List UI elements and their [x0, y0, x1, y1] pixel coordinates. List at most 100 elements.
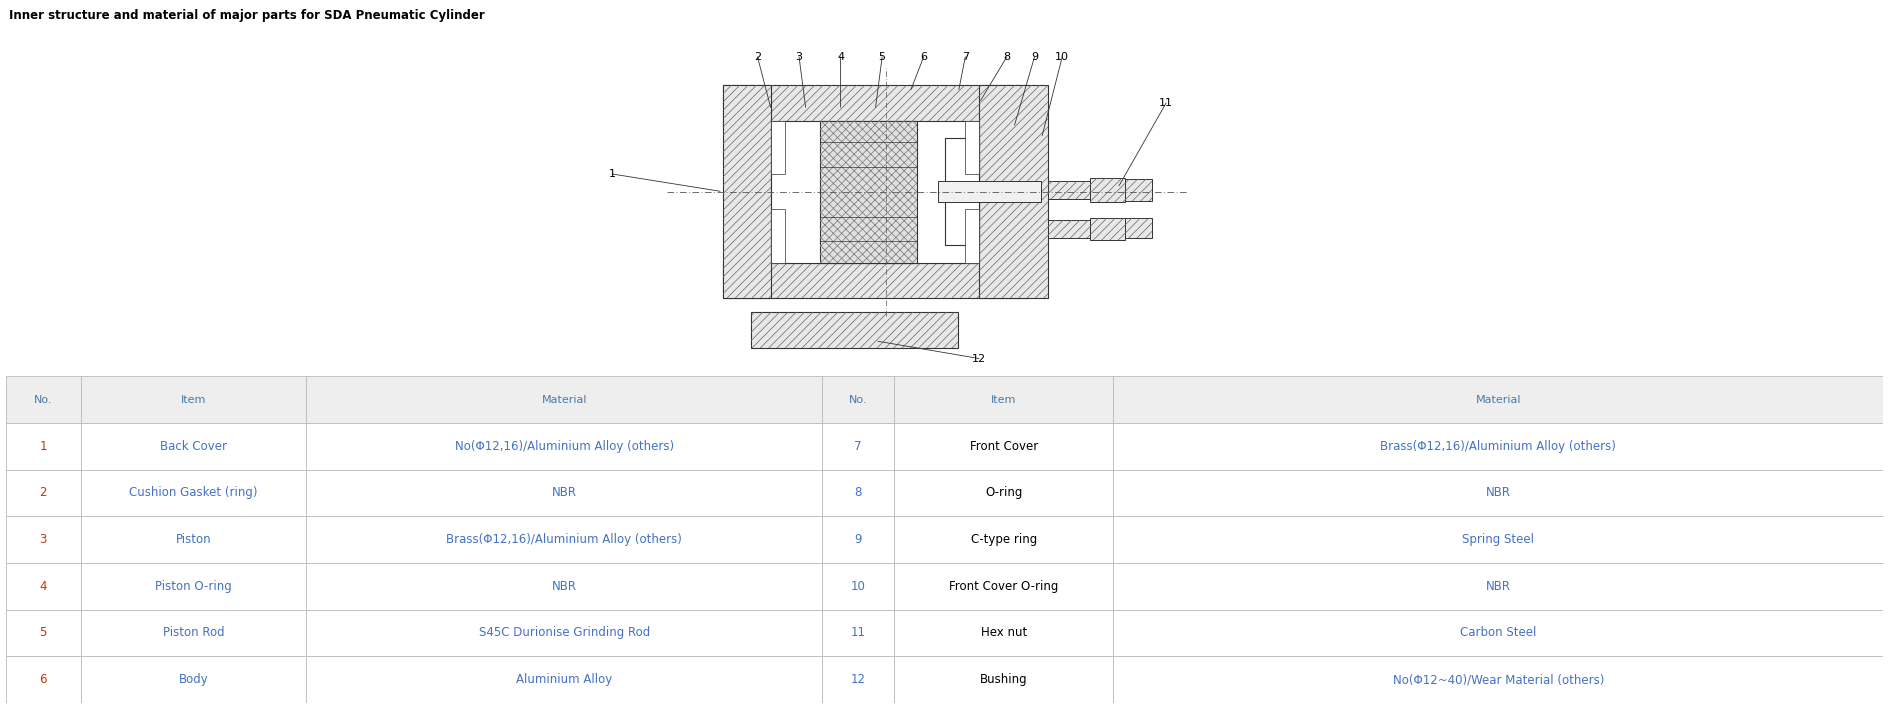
- Text: Bushing: Bushing: [980, 673, 1028, 686]
- Text: S45C Durionise Grinding Rod: S45C Durionise Grinding Rod: [478, 626, 650, 640]
- Bar: [1048, 220, 1090, 238]
- Bar: [937, 181, 1041, 202]
- Bar: [750, 312, 958, 348]
- Bar: [6, 423, 81, 469]
- Text: NBR: NBR: [552, 580, 576, 593]
- Bar: [81, 516, 306, 563]
- Text: 11: 11: [1160, 98, 1173, 108]
- Bar: [1124, 180, 1152, 200]
- Text: Spring Steel: Spring Steel: [1462, 533, 1534, 546]
- Bar: [306, 563, 822, 610]
- Text: Item: Item: [992, 395, 1016, 405]
- Bar: [1113, 656, 1883, 703]
- Bar: [822, 516, 893, 563]
- Bar: [306, 423, 822, 469]
- Text: 10: 10: [850, 580, 865, 593]
- Bar: [81, 469, 306, 516]
- Bar: [6, 469, 81, 516]
- Text: 6: 6: [40, 673, 47, 686]
- Bar: [1048, 181, 1090, 199]
- Text: 2: 2: [40, 486, 47, 499]
- Text: 9: 9: [854, 533, 861, 546]
- Text: No(Φ12~40)/Wear Material (others): No(Φ12~40)/Wear Material (others): [1392, 673, 1604, 686]
- Bar: [81, 610, 306, 656]
- Bar: [1124, 180, 1152, 200]
- Bar: [6, 516, 81, 563]
- Bar: [81, 656, 306, 703]
- Text: 6: 6: [920, 52, 927, 62]
- Bar: [306, 376, 822, 423]
- Bar: [979, 85, 1048, 298]
- Text: 10: 10: [1056, 52, 1069, 62]
- Bar: [1113, 516, 1883, 563]
- Text: Material: Material: [1475, 395, 1521, 405]
- Bar: [723, 263, 1028, 298]
- Bar: [723, 263, 1028, 298]
- Text: 5: 5: [878, 52, 886, 62]
- Bar: [822, 376, 893, 423]
- Text: 7: 7: [962, 52, 969, 62]
- Text: Body: Body: [179, 673, 208, 686]
- Bar: [893, 376, 1113, 423]
- Bar: [723, 85, 1028, 128]
- Text: 1: 1: [608, 169, 616, 179]
- Bar: [820, 121, 916, 263]
- Text: Material: Material: [542, 395, 587, 405]
- Bar: [893, 469, 1113, 516]
- Bar: [822, 563, 893, 610]
- Bar: [822, 469, 893, 516]
- Text: 11: 11: [850, 626, 865, 640]
- Bar: [822, 610, 893, 656]
- Bar: [750, 312, 958, 348]
- Bar: [1090, 219, 1124, 239]
- Text: 4: 4: [40, 580, 47, 593]
- Bar: [306, 516, 822, 563]
- Text: 5: 5: [40, 626, 47, 640]
- Text: Carbon Steel: Carbon Steel: [1460, 626, 1536, 640]
- Bar: [306, 656, 822, 703]
- Bar: [771, 209, 786, 263]
- Bar: [1048, 181, 1090, 199]
- Text: C-type ring: C-type ring: [971, 533, 1037, 546]
- Bar: [1113, 469, 1883, 516]
- Bar: [1048, 220, 1090, 238]
- Bar: [723, 85, 771, 298]
- Text: Item: Item: [181, 395, 206, 405]
- Bar: [944, 138, 979, 245]
- Bar: [771, 121, 786, 174]
- Bar: [723, 85, 771, 298]
- Text: No.: No.: [34, 395, 53, 405]
- Bar: [1090, 178, 1124, 202]
- Text: 4: 4: [837, 52, 844, 62]
- Text: 8: 8: [854, 486, 861, 499]
- Bar: [893, 563, 1113, 610]
- Text: 3: 3: [795, 52, 803, 62]
- Bar: [1124, 219, 1152, 238]
- Bar: [893, 516, 1113, 563]
- Text: Piston O-ring: Piston O-ring: [155, 580, 232, 593]
- Bar: [893, 656, 1113, 703]
- Text: Hex nut: Hex nut: [980, 626, 1028, 640]
- Bar: [81, 563, 306, 610]
- Text: Piston: Piston: [176, 533, 212, 546]
- Text: NBR: NBR: [1487, 486, 1511, 499]
- Text: Cushion Gasket (ring): Cushion Gasket (ring): [128, 486, 257, 499]
- Bar: [979, 85, 1048, 298]
- Bar: [893, 423, 1113, 469]
- Text: No.: No.: [848, 395, 867, 405]
- Text: Brass(Φ12,16)/Aluminium Alloy (others): Brass(Φ12,16)/Aluminium Alloy (others): [446, 533, 682, 546]
- Bar: [771, 121, 979, 263]
- Text: Front Cover: Front Cover: [969, 439, 1037, 453]
- Bar: [965, 209, 979, 263]
- Bar: [6, 376, 81, 423]
- Bar: [820, 121, 916, 263]
- Text: O-ring: O-ring: [984, 486, 1022, 499]
- Bar: [1113, 610, 1883, 656]
- Bar: [965, 121, 979, 174]
- Bar: [306, 469, 822, 516]
- Text: 12: 12: [973, 354, 986, 364]
- Text: 12: 12: [850, 673, 865, 686]
- Bar: [6, 563, 81, 610]
- Text: 3: 3: [40, 533, 47, 546]
- Text: 9: 9: [1031, 52, 1039, 62]
